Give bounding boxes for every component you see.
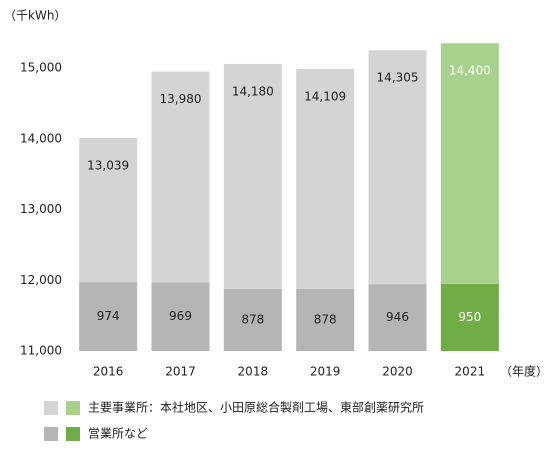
bar-segment xyxy=(368,284,427,351)
value-label: 969 xyxy=(169,309,192,323)
y-tick-label: 11,000 xyxy=(20,344,62,358)
legend-swatch xyxy=(66,401,80,415)
bar-segment xyxy=(296,288,355,351)
x-tick-label: 2019 xyxy=(310,365,341,379)
bar-segment xyxy=(151,71,210,283)
x-tick-label: 2018 xyxy=(238,365,269,379)
y-tick-label: 12,000 xyxy=(20,273,62,287)
bar-segment xyxy=(440,283,499,351)
value-label: 14,109 xyxy=(304,89,346,103)
y-unit: （千kWh） xyxy=(4,9,66,23)
legend-swatch xyxy=(44,427,58,441)
x-tick-label: 2017 xyxy=(165,365,196,379)
legend-swatch xyxy=(66,427,80,441)
legend-label: 主要事業所：本社地区、小田原総合製剤工場、東部創薬研究所 xyxy=(88,400,424,415)
value-label: 878 xyxy=(241,312,264,326)
value-label: 950 xyxy=(458,310,481,324)
bar-segment xyxy=(79,137,138,283)
value-label: 974 xyxy=(97,309,120,323)
y-tick-label: 14,000 xyxy=(20,131,62,145)
value-label: 14,400 xyxy=(449,64,491,78)
legend-swatch xyxy=(44,401,58,415)
y-tick-label: 15,000 xyxy=(20,61,62,75)
bar-segment xyxy=(151,282,210,351)
value-label: 14,305 xyxy=(377,71,419,85)
value-label: 14,180 xyxy=(232,84,274,98)
x-tick-label: 2016 xyxy=(93,365,124,379)
bar-segment xyxy=(223,63,282,289)
x-unit: （年度） xyxy=(500,364,548,379)
value-label: 13,980 xyxy=(160,92,202,106)
value-label: 13,039 xyxy=(87,158,129,172)
legend-label: 営業所など xyxy=(88,427,148,441)
bar-segment xyxy=(223,288,282,351)
y-tick-label: 13,000 xyxy=(20,202,62,216)
value-label: 878 xyxy=(314,312,337,326)
x-tick-label: 2021 xyxy=(455,365,486,379)
bar-segment xyxy=(440,43,499,284)
x-tick-label: 2020 xyxy=(382,365,413,379)
bar-segment xyxy=(368,50,427,285)
bar-segment xyxy=(79,282,138,351)
bar-segment xyxy=(296,68,355,289)
value-label: 946 xyxy=(386,310,409,324)
